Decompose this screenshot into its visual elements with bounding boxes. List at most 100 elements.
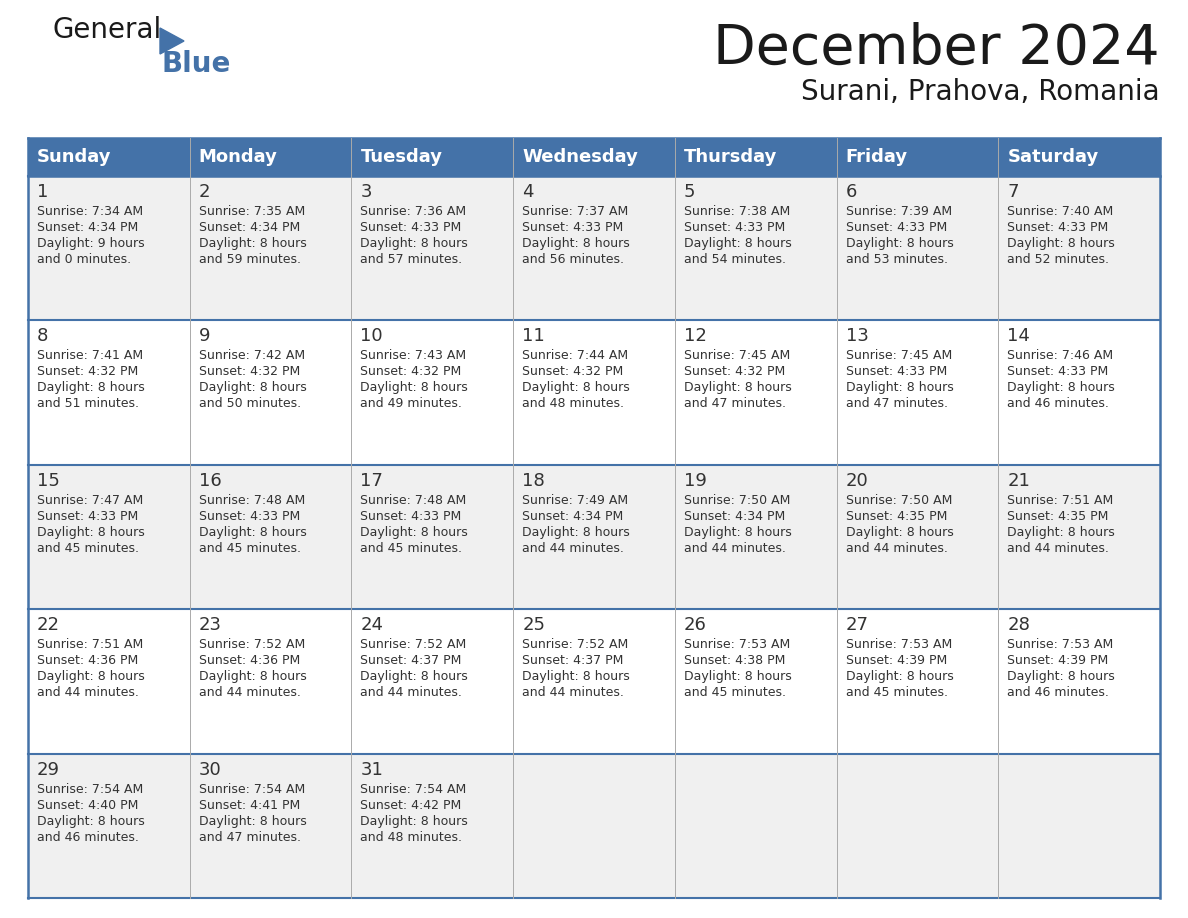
Bar [675, 754, 836, 898]
Text: Sunrise: 7:50 AM: Sunrise: 7:50 AM [684, 494, 790, 507]
Text: and 45 minutes.: and 45 minutes. [37, 542, 139, 554]
Bar [675, 610, 836, 754]
Text: Sunrise: 7:48 AM: Sunrise: 7:48 AM [198, 494, 305, 507]
Text: Daylight: 8 hours: Daylight: 8 hours [198, 814, 307, 828]
Text: Sunrise: 7:49 AM: Sunrise: 7:49 AM [523, 494, 628, 507]
Text: and 46 minutes.: and 46 minutes. [37, 831, 139, 844]
Text: Sunset: 4:40 PM: Sunset: 4:40 PM [37, 799, 138, 812]
Text: Sunrise: 7:46 AM: Sunrise: 7:46 AM [1007, 350, 1113, 363]
Bar [190, 754, 352, 898]
Text: 30: 30 [198, 761, 221, 778]
Text: Sunset: 4:39 PM: Sunset: 4:39 PM [846, 655, 947, 667]
Text: Sunrise: 7:41 AM: Sunrise: 7:41 AM [37, 350, 143, 363]
Text: Sunset: 4:33 PM: Sunset: 4:33 PM [846, 365, 947, 378]
Text: Sunset: 4:36 PM: Sunset: 4:36 PM [37, 655, 138, 667]
Text: and 48 minutes.: and 48 minutes. [360, 831, 462, 844]
Text: 10: 10 [360, 328, 383, 345]
Text: and 44 minutes.: and 44 minutes. [523, 542, 624, 554]
Text: Daylight: 8 hours: Daylight: 8 hours [684, 670, 791, 683]
Text: Wednesday: Wednesday [523, 148, 638, 166]
Text: Daylight: 8 hours: Daylight: 8 hours [360, 237, 468, 250]
Text: Sunrise: 7:38 AM: Sunrise: 7:38 AM [684, 205, 790, 218]
Bar [998, 138, 1159, 176]
Text: 22: 22 [37, 616, 61, 634]
Text: Sunrise: 7:54 AM: Sunrise: 7:54 AM [37, 783, 144, 796]
Bar [513, 176, 675, 320]
Text: and 57 minutes.: and 57 minutes. [360, 253, 462, 266]
Text: and 44 minutes.: and 44 minutes. [846, 542, 948, 554]
Text: Sunset: 4:33 PM: Sunset: 4:33 PM [846, 221, 947, 234]
Text: and 44 minutes.: and 44 minutes. [1007, 542, 1110, 554]
Text: Sunrise: 7:53 AM: Sunrise: 7:53 AM [684, 638, 790, 651]
Text: and 49 minutes.: and 49 minutes. [360, 397, 462, 410]
Text: Sunset: 4:33 PM: Sunset: 4:33 PM [360, 221, 462, 234]
Text: Daylight: 8 hours: Daylight: 8 hours [360, 670, 468, 683]
Text: and 59 minutes.: and 59 minutes. [198, 253, 301, 266]
Text: Sunset: 4:35 PM: Sunset: 4:35 PM [846, 509, 947, 522]
Text: Daylight: 8 hours: Daylight: 8 hours [523, 237, 630, 250]
Bar [352, 610, 513, 754]
Text: 8: 8 [37, 328, 49, 345]
Text: Friday: Friday [846, 148, 908, 166]
Text: 4: 4 [523, 183, 533, 201]
Text: Sunset: 4:42 PM: Sunset: 4:42 PM [360, 799, 462, 812]
Bar [513, 320, 675, 465]
Bar [998, 610, 1159, 754]
Bar [675, 465, 836, 610]
Text: Sunrise: 7:39 AM: Sunrise: 7:39 AM [846, 205, 952, 218]
Text: Daylight: 8 hours: Daylight: 8 hours [684, 237, 791, 250]
Text: Sunset: 4:32 PM: Sunset: 4:32 PM [360, 365, 462, 378]
Text: and 45 minutes.: and 45 minutes. [360, 542, 462, 554]
Text: General: General [52, 16, 162, 44]
Text: Sunset: 4:33 PM: Sunset: 4:33 PM [1007, 221, 1108, 234]
Text: Sunset: 4:37 PM: Sunset: 4:37 PM [523, 655, 624, 667]
Bar [513, 610, 675, 754]
Bar [836, 176, 998, 320]
Text: 28: 28 [1007, 616, 1030, 634]
Text: 13: 13 [846, 328, 868, 345]
Text: Daylight: 8 hours: Daylight: 8 hours [684, 381, 791, 395]
Text: 27: 27 [846, 616, 868, 634]
Text: 12: 12 [684, 328, 707, 345]
Text: Sunrise: 7:52 AM: Sunrise: 7:52 AM [360, 638, 467, 651]
Bar [836, 465, 998, 610]
Text: Sunrise: 7:36 AM: Sunrise: 7:36 AM [360, 205, 467, 218]
Text: Sunrise: 7:45 AM: Sunrise: 7:45 AM [846, 350, 952, 363]
Text: Sunrise: 7:47 AM: Sunrise: 7:47 AM [37, 494, 144, 507]
Text: Sunset: 4:34 PM: Sunset: 4:34 PM [198, 221, 299, 234]
Text: Daylight: 8 hours: Daylight: 8 hours [1007, 526, 1116, 539]
Text: Daylight: 8 hours: Daylight: 8 hours [846, 670, 953, 683]
Text: Sunrise: 7:51 AM: Sunrise: 7:51 AM [37, 638, 144, 651]
Text: and 45 minutes.: and 45 minutes. [684, 686, 785, 700]
Text: 16: 16 [198, 472, 221, 490]
Text: Daylight: 8 hours: Daylight: 8 hours [198, 237, 307, 250]
Text: Sunrise: 7:40 AM: Sunrise: 7:40 AM [1007, 205, 1113, 218]
Text: Sunrise: 7:42 AM: Sunrise: 7:42 AM [198, 350, 305, 363]
Text: Saturday: Saturday [1007, 148, 1099, 166]
Bar [836, 320, 998, 465]
Text: 1: 1 [37, 183, 49, 201]
Text: Sunrise: 7:53 AM: Sunrise: 7:53 AM [846, 638, 952, 651]
Text: 2: 2 [198, 183, 210, 201]
Text: Sunset: 4:33 PM: Sunset: 4:33 PM [360, 509, 462, 522]
Text: 29: 29 [37, 761, 61, 778]
Text: and 46 minutes.: and 46 minutes. [1007, 397, 1110, 410]
Text: Monday: Monday [198, 148, 278, 166]
Text: Daylight: 8 hours: Daylight: 8 hours [360, 381, 468, 395]
Polygon shape [160, 28, 184, 54]
Text: and 45 minutes.: and 45 minutes. [198, 542, 301, 554]
Text: 19: 19 [684, 472, 707, 490]
Text: 31: 31 [360, 761, 384, 778]
Text: Daylight: 8 hours: Daylight: 8 hours [846, 526, 953, 539]
Text: Sunrise: 7:54 AM: Sunrise: 7:54 AM [360, 783, 467, 796]
Text: Sunrise: 7:50 AM: Sunrise: 7:50 AM [846, 494, 952, 507]
Text: and 45 minutes.: and 45 minutes. [846, 686, 948, 700]
Text: Sunset: 4:33 PM: Sunset: 4:33 PM [1007, 365, 1108, 378]
Text: and 47 minutes.: and 47 minutes. [198, 831, 301, 844]
Text: Sunset: 4:33 PM: Sunset: 4:33 PM [37, 509, 138, 522]
Bar [190, 320, 352, 465]
Text: Daylight: 8 hours: Daylight: 8 hours [360, 526, 468, 539]
Text: Daylight: 8 hours: Daylight: 8 hours [846, 237, 953, 250]
Text: and 48 minutes.: and 48 minutes. [523, 397, 624, 410]
Text: 23: 23 [198, 616, 222, 634]
